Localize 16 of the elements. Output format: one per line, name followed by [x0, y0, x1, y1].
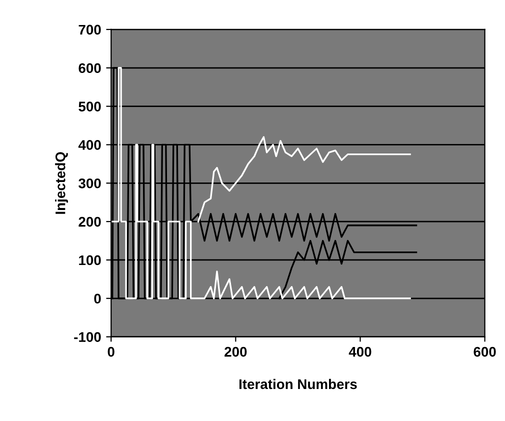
- y-tick-label: 200: [78, 216, 101, 227]
- y-tick-label: 300: [78, 178, 101, 188]
- x-tick-label: 0: [108, 346, 114, 357]
- y-tick-label: 700: [78, 24, 101, 35]
- y-axis-title: InjectedQ: [55, 152, 68, 214]
- y-tick-label: 600: [78, 63, 101, 74]
- y-tick-label: 500: [78, 102, 101, 112]
- line-series: [197, 136, 411, 222]
- x-tick-label: 600: [474, 346, 496, 357]
- y-tick-label: 100: [79, 255, 101, 266]
- y-tick-label: 0: [94, 294, 101, 304]
- x-tick-label: 200: [224, 346, 247, 357]
- x-tick-label: 400: [348, 346, 372, 357]
- y-tick-label: -100: [74, 332, 101, 342]
- x-axis-title: Iteration Numbers: [239, 378, 357, 390]
- y-tick-label: 400: [78, 140, 101, 150]
